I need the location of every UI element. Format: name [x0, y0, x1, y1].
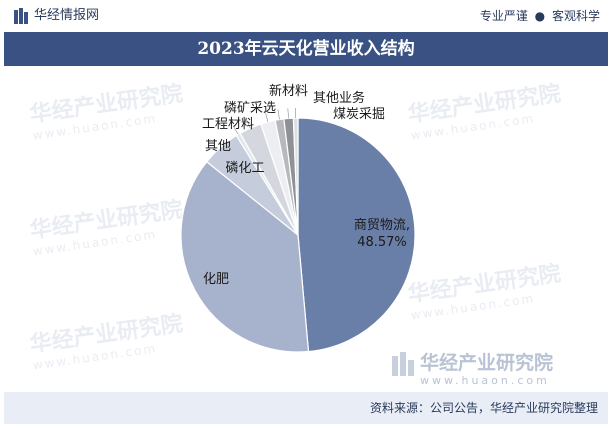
slogan-right: 客观科学	[551, 9, 600, 23]
logo-icon	[14, 8, 28, 24]
brand-name: 华经情报网	[34, 8, 100, 23]
leader-line	[232, 125, 239, 135]
pie-slice	[297, 117, 416, 353]
slice-label: 新材料	[269, 83, 308, 99]
leader-line	[265, 112, 269, 122]
pie-slice	[180, 160, 310, 353]
leader-line	[277, 109, 280, 120]
slice-label: 商贸物流,	[354, 218, 410, 233]
pie-slice	[292, 117, 299, 236]
slice-label: 工程材料	[202, 117, 254, 132]
slice-value-label: 48.57%	[357, 235, 407, 250]
watermark-logo-icon	[392, 352, 414, 376]
chart-title: 2023年云天化营业收入结构	[197, 39, 415, 59]
title-bar: 2023年云天化营业收入结构	[4, 32, 608, 66]
slice-label: 磷矿采选	[224, 101, 276, 116]
slice-label: 煤炭采掘	[333, 107, 385, 122]
slice-label: 其他业务	[313, 90, 365, 106]
leader-line	[245, 118, 251, 129]
source-note: 资料来源：公司公告，华经产业研究院整理	[369, 401, 598, 415]
slice-label: 化肥	[203, 272, 229, 287]
slogan-separator: ●	[534, 9, 546, 23]
slice-label: 其他	[205, 139, 231, 154]
top-bar: 华经情报网 专业严谨 ● 客观科学	[0, 0, 612, 32]
leader-line	[287, 108, 289, 119]
watermark-url: www.huaon.com	[420, 374, 550, 387]
slogan: 专业严谨 ● 客观科学	[480, 8, 600, 24]
slogan-left: 专业严谨	[479, 9, 528, 23]
slice-label: 磷化工	[225, 161, 264, 176]
watermark-brand: 华经产业研究院	[420, 352, 554, 374]
footer: 资料来源：公司公告，华经产业研究院整理	[4, 392, 608, 424]
